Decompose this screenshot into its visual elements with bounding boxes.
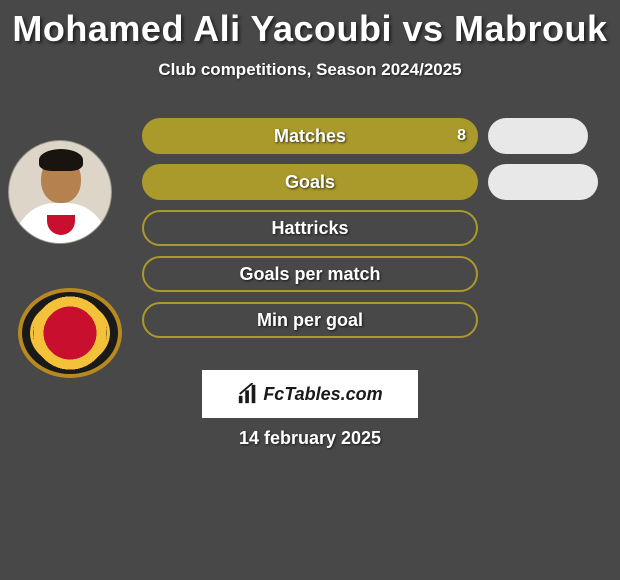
stat-value-left: 8 — [457, 127, 466, 145]
stat-row: Hattricks — [0, 210, 620, 246]
brand-logo: FcTables.com — [202, 370, 418, 418]
stat-bar-left: Min per goal — [142, 302, 478, 338]
stat-label: Matches — [274, 126, 346, 147]
chart-icon — [237, 383, 259, 405]
brand-text: FcTables.com — [263, 384, 382, 405]
stat-bar-right — [488, 164, 598, 200]
stat-bar-left: Matches 8 — [142, 118, 478, 154]
stats-bars: Matches 8 Goals Hattricks Goals per match Min… — [0, 118, 620, 348]
stat-label: Hattricks — [271, 218, 348, 239]
stat-bar-left: Goals — [142, 164, 478, 200]
stat-label: Goals — [285, 172, 335, 193]
subtitle: Club competitions, Season 2024/2025 — [0, 60, 620, 80]
stat-label: Goals per match — [239, 264, 380, 285]
stat-bar-right — [488, 118, 588, 154]
stat-row: Goals per match — [0, 256, 620, 292]
stat-bar-left: Hattricks — [142, 210, 478, 246]
date-text: 14 february 2025 — [0, 428, 620, 449]
stat-row: Goals — [0, 164, 620, 200]
stat-label: Min per goal — [257, 310, 363, 331]
stat-row: Matches 8 — [0, 118, 620, 154]
stat-row: Min per goal — [0, 302, 620, 338]
stat-bar-left: Goals per match — [142, 256, 478, 292]
page-title: Mohamed Ali Yacoubi vs Mabrouk — [0, 0, 620, 50]
